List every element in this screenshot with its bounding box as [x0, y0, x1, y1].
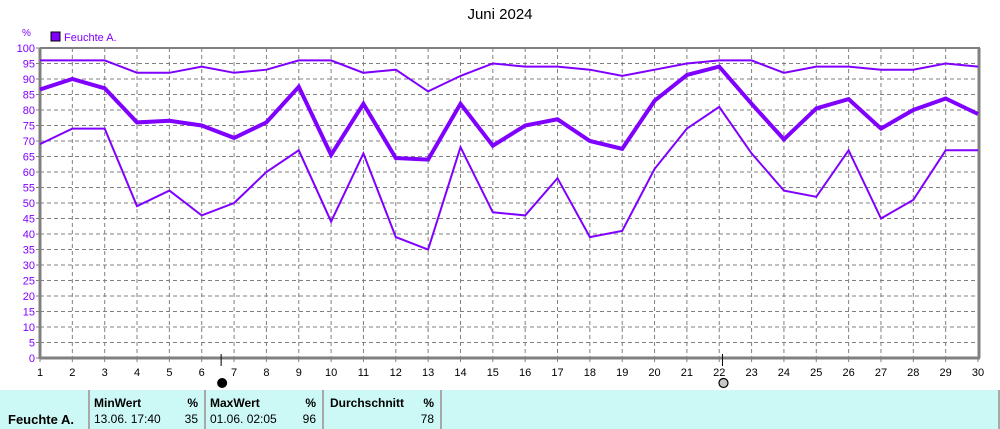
x-tick-label: 1	[37, 367, 43, 379]
moon-phase-markers	[217, 354, 729, 389]
y-tick-label: 10	[23, 322, 35, 334]
max-value: 96	[302, 412, 316, 426]
y-tick-label: 30	[23, 260, 35, 272]
x-tick-label: 2	[69, 367, 75, 379]
chart-title: Juni 2024	[467, 6, 533, 23]
series-line	[39, 64, 979, 162]
legend-swatch-icon	[50, 31, 61, 42]
y-tick-label: 20	[23, 291, 35, 303]
x-tick-label: 6	[199, 367, 205, 379]
y-tick-label: 80	[23, 105, 35, 117]
chart-grid	[40, 47, 978, 358]
chart-legend: % Feuchte A.	[22, 28, 117, 44]
y-tick-label: 15	[23, 307, 35, 319]
stats-series-name: Feuchte A.	[8, 412, 74, 427]
y-tick-label: 100	[17, 43, 35, 55]
y-tick-label: 0	[29, 353, 35, 365]
legend-label: Feuchte A.	[64, 32, 117, 44]
stats-empty-area	[442, 390, 1000, 429]
max-header: MaxWert	[210, 396, 260, 410]
x-tick-label: 8	[263, 367, 269, 379]
y-tick-label: 45	[23, 214, 35, 226]
y-tick-label: 50	[23, 198, 35, 210]
x-tick-label: 24	[778, 367, 790, 379]
x-tick-label: 27	[875, 367, 887, 379]
y-axis-ticks: 0 5 10 15 20 25 30 35 40 45 50 55 60 65 70 75 80 85 90 95 10…	[17, 43, 40, 365]
stats-series-column: Feuchte A.	[0, 390, 90, 429]
x-tick-label: 13	[422, 367, 434, 379]
x-tick-label: 30	[972, 367, 984, 379]
avg-value: 78	[420, 412, 434, 426]
y-tick-label: 55	[23, 183, 35, 195]
x-tick-label: 29	[940, 367, 952, 379]
x-tick-label: 14	[454, 367, 466, 379]
x-tick-label: 19	[616, 367, 628, 379]
x-tick-label: 20	[648, 367, 660, 379]
chart-axes	[38, 47, 981, 360]
min-datetime: 13.06. 17:40	[94, 412, 161, 426]
x-tick-label: 23	[745, 367, 757, 379]
x-tick-label: 18	[584, 367, 596, 379]
humidity-line-chart: 0510152025303540455055606570758085909510…	[17, 28, 984, 389]
x-tick-label: 5	[166, 367, 172, 379]
x-tick-label: 21	[681, 367, 693, 379]
y-tick-label: 90	[23, 74, 35, 86]
x-tick-label: 22	[713, 367, 725, 379]
y-tick-label: 40	[23, 229, 35, 241]
x-tick-label: 10	[325, 367, 337, 379]
avg-unit: %	[423, 396, 434, 410]
chart-series	[39, 59, 979, 251]
y-tick-label: 75	[23, 121, 35, 133]
statistics-panel: Feuchte A. MinWert % 13.06. 17:40 35 Max…	[0, 390, 1000, 429]
x-tick-label: 9	[296, 367, 302, 379]
y-tick-label: 5	[29, 338, 35, 350]
y-axis-unit: %	[22, 28, 31, 39]
series-line	[40, 59, 979, 93]
stats-min-column: MinWert % 13.06. 17:40 35	[90, 390, 206, 429]
avg-header: Durchschnitt	[330, 396, 405, 410]
x-tick-label: 25	[810, 367, 822, 379]
full-moon-icon	[718, 377, 729, 389]
x-axis-ticks: 1 2 3 4 5 6 7 8 9 10 11 12 13 14 15 16 17 18 19 20 21 22 23 24 2…	[37, 358, 984, 379]
x-tick-label: 26	[842, 367, 854, 379]
y-tick-label: 95	[23, 59, 35, 71]
x-tick-label: 17	[551, 367, 563, 379]
min-unit: %	[187, 396, 198, 410]
x-tick-label: 15	[487, 367, 499, 379]
series-line	[39, 105, 978, 251]
x-tick-label: 28	[907, 367, 919, 379]
x-tick-label: 7	[231, 367, 237, 379]
y-tick-label: 85	[23, 90, 35, 102]
x-tick-label: 16	[519, 367, 531, 379]
new-moon-icon	[217, 378, 228, 388]
y-tick-label: 35	[23, 245, 35, 257]
min-value: 35	[184, 412, 198, 426]
max-datetime: 01.06. 02:05	[210, 412, 277, 426]
stats-max-column: MaxWert % 01.06. 02:05 96	[206, 390, 324, 429]
y-tick-label: 25	[23, 276, 35, 288]
x-tick-label: 11	[358, 367, 369, 379]
min-header: MinWert	[94, 396, 142, 410]
x-tick-label: 4	[134, 367, 140, 379]
y-tick-label: 65	[23, 152, 35, 164]
x-tick-label: 3	[102, 367, 108, 379]
y-tick-label: 60	[23, 167, 35, 179]
y-tick-label: 70	[23, 136, 35, 148]
max-unit: %	[305, 396, 316, 410]
x-tick-label: 12	[390, 367, 402, 379]
stats-average-column: Durchschnitt % 78	[324, 390, 442, 429]
